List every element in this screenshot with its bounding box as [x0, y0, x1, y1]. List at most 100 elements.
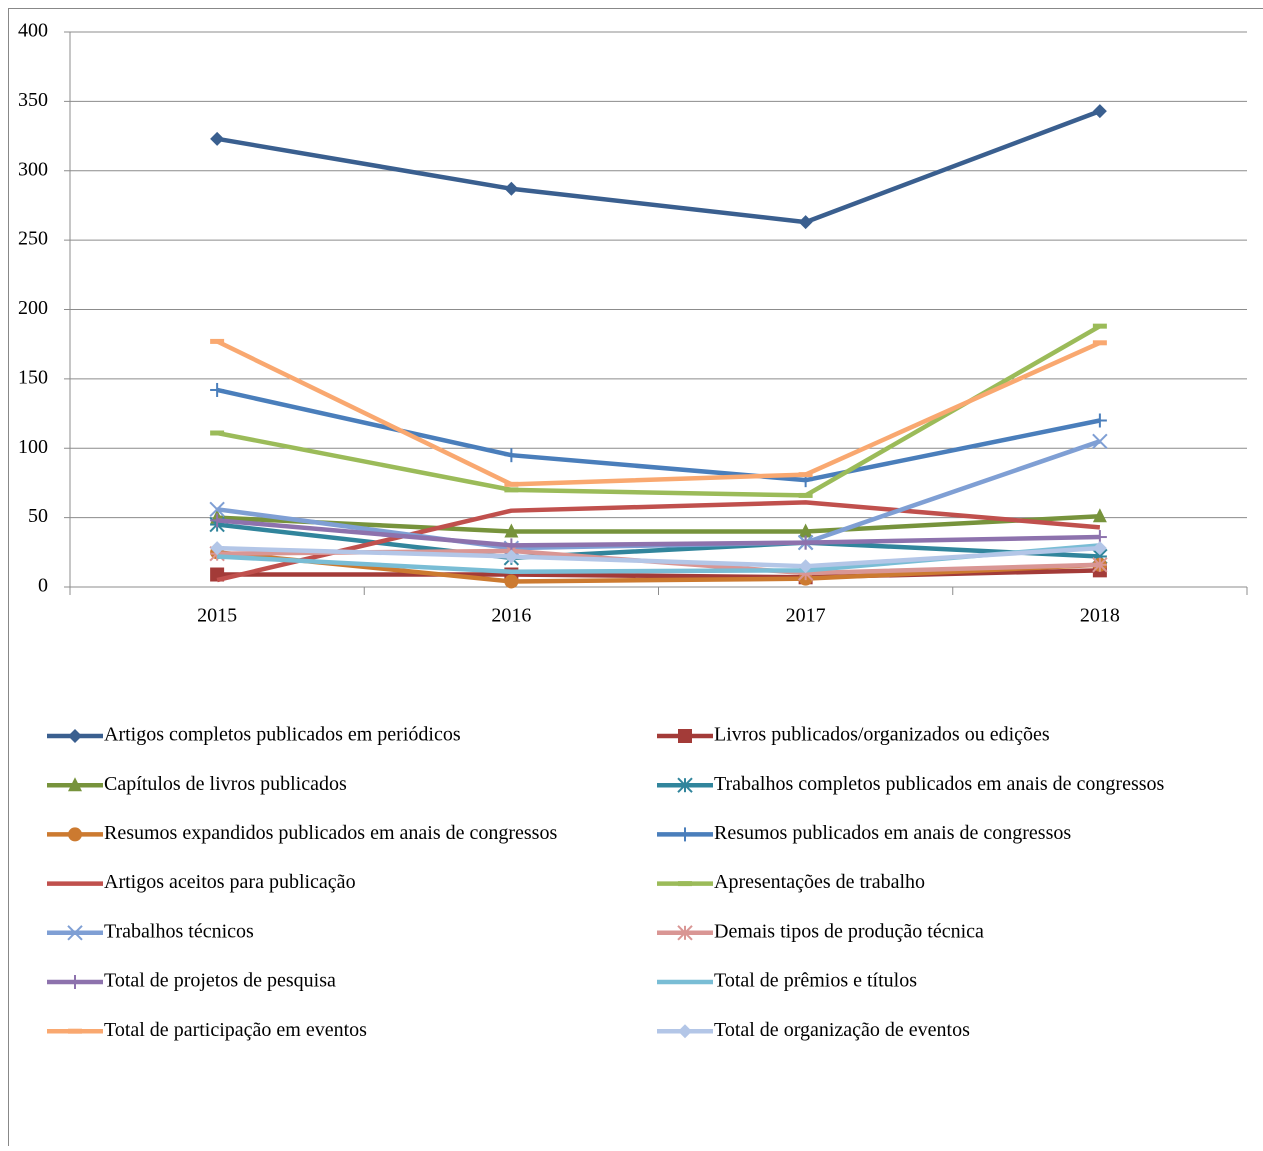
legend-item: Total de prêmios e títulos	[657, 970, 917, 992]
marker	[677, 777, 693, 793]
marker	[210, 131, 225, 146]
marker-part	[504, 523, 519, 538]
legend-label: Trabalhos técnicos	[104, 920, 254, 942]
legend-label: Total de organização de eventos	[714, 1019, 970, 1041]
y-tick-label: 0	[38, 575, 48, 597]
series-line	[217, 513, 1100, 534]
marker-part	[210, 541, 225, 556]
legend-label: Apresentações de trabalho	[714, 871, 925, 893]
y-tick-label: 250	[18, 228, 48, 250]
marker-part	[678, 729, 692, 743]
legend-label: Artigos completos publicados em periódic…	[104, 724, 461, 746]
legend-label: Total de participação em eventos	[104, 1019, 367, 1041]
marker	[798, 215, 813, 230]
marker-part	[68, 777, 82, 792]
series-line	[216, 339, 1101, 487]
legend-item: Artigos completos publicados em periódic…	[47, 724, 461, 746]
marker	[210, 382, 225, 397]
marker	[677, 925, 693, 941]
marker	[678, 827, 692, 842]
series-line	[217, 545, 1101, 569]
x-tick-label: 2017	[786, 605, 826, 627]
marker-part	[798, 523, 813, 538]
marker	[798, 535, 813, 550]
legend-item: Trabalhos completos publicados em anais …	[657, 773, 1165, 795]
marker	[209, 501, 225, 518]
series-line	[216, 387, 1101, 483]
legend-label: Capítulos de livros publicados	[104, 773, 347, 795]
marker	[1092, 508, 1107, 523]
legend-item: Trabalhos técnicos	[47, 920, 254, 942]
marker	[504, 523, 519, 538]
legend-label: Livros publicados/organizados ou edições	[714, 724, 1050, 746]
marker	[68, 729, 82, 743]
legend-label: Artigos aceitos para publicação	[104, 871, 356, 893]
marker	[678, 1024, 692, 1039]
marker	[1092, 104, 1107, 119]
marker	[798, 523, 813, 538]
x-tick-label: 2015	[197, 605, 237, 627]
y-tick-label: 400	[18, 20, 48, 42]
marker-part	[1092, 557, 1108, 573]
x-tick-label: 2016	[491, 605, 531, 627]
legend-label: Total de projetos de pesquisa	[104, 970, 336, 992]
legend-item: Artigos aceitos para publicação	[47, 871, 356, 893]
marker-part	[1092, 508, 1107, 523]
legend-label: Trabalhos completos publicados em anais …	[714, 773, 1165, 795]
marker-part	[209, 501, 225, 518]
series-line	[216, 550, 1100, 584]
legend-item: Apresentações de trabalho	[657, 871, 925, 893]
marker	[210, 541, 225, 556]
marker-part	[67, 925, 83, 941]
legend-item: Total de participação em eventos	[47, 1019, 367, 1041]
marker	[504, 574, 519, 589]
marker	[798, 559, 813, 574]
legend-item: Demais tipos de produção técnica	[657, 920, 984, 942]
marker-part	[504, 549, 519, 564]
marker-part	[68, 729, 82, 743]
legend-item: Resumos publicados em anais de congresso…	[657, 822, 1071, 844]
marker	[504, 549, 519, 564]
marker	[504, 181, 519, 196]
marker	[210, 513, 225, 528]
series-line	[216, 108, 1101, 225]
legend-label: Resumos publicados em anais de congresso…	[714, 822, 1071, 844]
marker-part	[1092, 433, 1108, 450]
marker-part	[210, 131, 225, 146]
legend-label: Demais tipos de produção técnica	[714, 920, 984, 942]
y-tick-label: 200	[18, 297, 48, 319]
marker	[1092, 557, 1108, 573]
marker-part	[1092, 104, 1107, 119]
marker-part	[798, 559, 813, 574]
marker-part	[677, 777, 693, 793]
legend-label: Resumos expandidos publicados em anais d…	[104, 822, 557, 844]
marker-part	[798, 215, 813, 230]
y-tick-label: 300	[18, 158, 48, 180]
marker-part	[678, 1024, 692, 1039]
marker	[67, 925, 83, 941]
marker	[504, 448, 519, 463]
marker	[68, 975, 82, 989]
series-line	[216, 522, 1100, 561]
legend-item: Livros publicados/organizados ou edições	[657, 724, 1050, 746]
marker-part	[1092, 541, 1107, 556]
marker	[68, 827, 82, 842]
marker-part	[677, 925, 693, 941]
x-tick-label: 2018	[1080, 605, 1120, 627]
series-line	[216, 518, 1100, 548]
marker	[68, 777, 82, 792]
y-tick-label: 150	[18, 366, 48, 388]
marker	[678, 729, 692, 743]
y-tick-label: 100	[18, 436, 48, 458]
y-tick-label: 50	[28, 505, 48, 527]
marker	[1092, 413, 1107, 428]
legend-label: Total de prêmios e títulos	[714, 970, 917, 992]
marker-part	[504, 574, 519, 589]
legend-item: Resumos expandidos publicados em anais d…	[47, 822, 557, 844]
marker-part	[68, 827, 82, 842]
y-tick-label: 350	[18, 89, 48, 111]
marker	[1092, 433, 1108, 450]
series-line	[216, 500, 1101, 583]
